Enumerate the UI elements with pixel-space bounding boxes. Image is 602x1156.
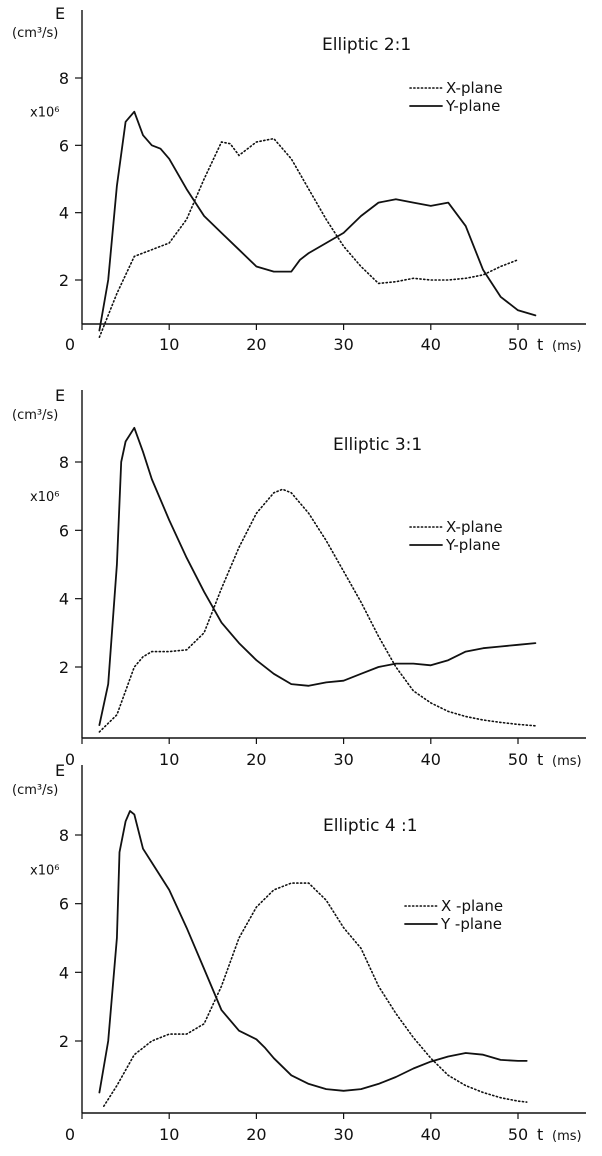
y-tick-label: 2 (59, 658, 69, 677)
x-axis-label: t (537, 335, 543, 354)
series-line-x-plane (103, 882, 528, 1107)
series-line-x-plane (98, 488, 537, 733)
y-axis-unit: (cm³/s) (12, 26, 58, 41)
y-axis-label: E (55, 761, 65, 780)
x-tick-label: 10 (159, 750, 179, 769)
y-axis-scale: x10⁶ (30, 490, 59, 505)
y-tick-label: 2 (59, 1032, 69, 1051)
y-tick-label: 4 (59, 963, 69, 982)
x-tick-label: 40 (421, 1125, 441, 1144)
legend-label: Y-plane (445, 97, 500, 115)
x-tick-label: 20 (246, 750, 266, 769)
legend-label: X -plane (441, 897, 503, 915)
x-tick-label: 10 (159, 335, 179, 354)
x-axis-label: t (537, 750, 543, 769)
y-tick-label: 2 (59, 271, 69, 290)
legend-label: X-plane (446, 79, 503, 97)
y-axis-label: E (55, 4, 65, 23)
chart-panel-1: 2 4 6 8 0 10 20 30 40 50 E (cm³/s) x10⁶ t (ms) Elliptic… (12, 4, 586, 354)
y-axis-scale: x10⁶ (30, 863, 59, 878)
y-tick-label: 4 (59, 204, 69, 223)
x-axis-unit: (ms) (552, 339, 582, 354)
y-tick-label: 6 (59, 521, 69, 540)
x-tick-label: 30 (333, 750, 353, 769)
series-line-x-plane (98, 137, 519, 338)
chart-panel-3: 2 4 6 8 0 10 20 30 40 50 E (cm³/s) x10⁶ t (ms) Elliptic… (12, 761, 586, 1144)
series-line-y-plane (98, 810, 528, 1094)
legend-label: X-plane (446, 518, 503, 536)
y-tick-label: 6 (59, 136, 69, 155)
series-line-y-plane (98, 426, 537, 726)
y-tick-label: 8 (59, 69, 69, 88)
chart-panel-2: 2 4 6 8 0 10 20 30 40 50 E (cm³/s) x10⁶ t (ms) Elliptic… (12, 386, 586, 769)
x-axis-label: t (537, 1125, 543, 1144)
x-tick-label: 10 (159, 1125, 179, 1144)
x-tick-label: 0 (65, 335, 75, 354)
x-tick-label: 50 (508, 750, 528, 769)
legend-label: Y-plane (445, 536, 500, 554)
y-tick-label: 6 (59, 895, 69, 914)
chart-title: Elliptic 2:1 (322, 35, 411, 55)
x-axis-unit: (ms) (552, 1129, 582, 1144)
series-line-y-plane (98, 110, 537, 332)
y-tick-label: 8 (59, 826, 69, 845)
x-tick-label: 20 (246, 1125, 266, 1144)
x-tick-label: 0 (65, 1125, 75, 1144)
y-axis-unit: (cm³/s) (12, 783, 58, 798)
x-tick-label: 50 (508, 1125, 528, 1144)
y-tick-label: 8 (59, 453, 69, 472)
x-tick-label: 30 (333, 1125, 353, 1144)
x-tick-label: 40 (421, 750, 441, 769)
chart-title: Elliptic 4 :1 (323, 816, 418, 836)
y-axis-unit: (cm³/s) (12, 408, 58, 423)
x-tick-label: 50 (508, 335, 528, 354)
legend-label: Y -plane (440, 915, 502, 933)
x-tick-label: 40 (421, 335, 441, 354)
x-tick-label: 20 (246, 335, 266, 354)
y-axis-label: E (55, 386, 65, 405)
x-tick-label: 0 (65, 750, 75, 769)
y-axis-scale: x10⁶ (30, 106, 59, 121)
x-tick-label: 30 (333, 335, 353, 354)
chart-title: Elliptic 3:1 (333, 435, 422, 455)
y-tick-label: 4 (59, 590, 69, 609)
x-axis-unit: (ms) (552, 754, 582, 769)
